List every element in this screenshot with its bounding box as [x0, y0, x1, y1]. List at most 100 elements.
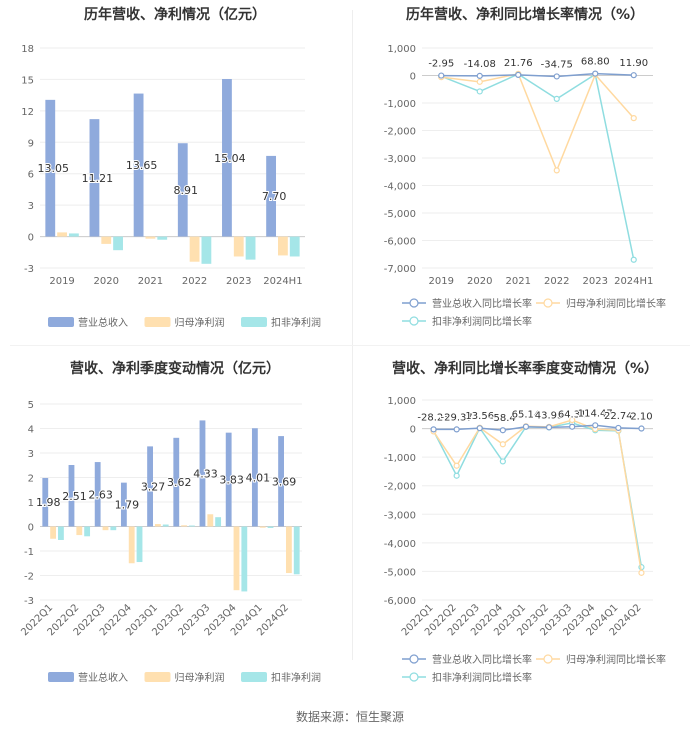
bar [110, 526, 117, 531]
y-tick-label: 1,000 [387, 396, 416, 407]
y-tick-label: -7,000 [384, 264, 416, 275]
quarterly-growth-line-chart: -6,000 -5,000 -4,000 -3,000 -2,000 -1,000 0 1,0… [384, 396, 666, 684]
bar [145, 236, 156, 239]
bar [207, 514, 214, 527]
data-point [499, 441, 506, 448]
bar [251, 428, 258, 527]
bar [233, 236, 244, 257]
data-label: 2.51 [62, 490, 87, 503]
data-label: 8.91 [174, 184, 199, 197]
bar [50, 526, 57, 539]
data-label: 1.79 [115, 499, 140, 512]
chart-title: 营收、净利季度变动情况（亿元） [70, 361, 280, 377]
data-point [476, 78, 483, 85]
data-label: 13.65 [126, 159, 158, 172]
y-tick-label: -6,000 [384, 596, 416, 607]
data-point [615, 424, 622, 432]
y-tick-label: -2,000 [384, 482, 416, 493]
data-point [638, 569, 645, 576]
x-tick-label: 2020 [94, 276, 119, 287]
data-label: 65.14 [512, 410, 541, 421]
annual-revenue-profit-panel: 历年营收、净利情况（亿元） -3 0 3 6 9 12 15 18 2019 2020 2021 20… [0, 0, 350, 345]
chart-title: 营收、净利同比增长率季度变动情况（%） [391, 361, 659, 377]
bar [245, 236, 256, 260]
bar [42, 477, 49, 527]
x-tick-label: 2019 [49, 276, 74, 287]
y-tick-label: 0 [410, 425, 416, 436]
legend-marker [543, 298, 553, 308]
data-point [638, 425, 645, 432]
y-tick-label: -3 [24, 264, 34, 275]
data-point [569, 416, 576, 424]
bar [128, 526, 135, 564]
bar [58, 526, 64, 540]
legend-swatch [241, 672, 267, 682]
bar [136, 526, 143, 563]
x-tick-label: 2023 [583, 276, 608, 287]
bar [289, 236, 300, 257]
quarterly-revenue-profit-panel: 营收、净利季度变动情况（亿元） -3 -2 -1 0 1 2 3 4 5 2022Q1 2022Q2… [0, 352, 350, 702]
y-tick-label: 3 [28, 201, 34, 212]
data-label: 2.10 [630, 412, 652, 423]
y-tick-label: 0 [28, 523, 34, 534]
data-label: 68.80 [581, 57, 610, 68]
y-tick-label: -3,000 [384, 154, 416, 165]
y-tick-label: 4 [28, 425, 34, 436]
legend-swatch [144, 317, 171, 327]
y-tick-label: -2 [24, 572, 34, 583]
legend-marker [409, 316, 419, 326]
bar [84, 526, 91, 537]
bar [147, 446, 153, 527]
bar [259, 526, 266, 528]
bar [76, 526, 83, 536]
x-tick-label: 2020 [467, 276, 492, 287]
data-label: 3.27 [141, 480, 166, 493]
bar [94, 462, 101, 527]
x-tick-label: 2022 [544, 276, 569, 287]
legend-label: 扣非净利润 [271, 316, 321, 329]
bar [199, 420, 206, 527]
data-point [630, 72, 637, 79]
data-label: 3.83 [219, 474, 244, 487]
y-tick-label: -2,000 [384, 127, 416, 138]
data-label: 15.04 [214, 152, 246, 165]
x-tick-label: 2024H1 [614, 276, 653, 287]
quarterly-growth-panel: 营收、净利同比增长率季度变动情况（%） -6,000 -5,000 -4,000 -3… [350, 352, 700, 702]
y-tick-label: -5,000 [384, 567, 416, 578]
y-tick-label: -4,000 [384, 539, 416, 550]
bar [215, 517, 222, 527]
y-tick-label: 2 [28, 474, 34, 485]
data-label: 11.21 [82, 172, 114, 185]
data-point [499, 458, 506, 465]
x-tick-label: 2023 [226, 276, 251, 287]
legend-label: 营业总收入同比增长率 [432, 297, 532, 310]
legend-label: 扣非净利润同比增长率 [432, 315, 532, 328]
legend-label: 归母净利润同比增长率 [566, 653, 666, 666]
annual-growth-panel: 历年营收、净利同比增长率情况（%） -7,000 -6,000 -5,000 -4,0… [350, 0, 700, 345]
legend-swatch [48, 317, 74, 327]
data-label: 43.93 [535, 410, 564, 421]
y-tick-label: 0 [28, 233, 34, 244]
data-label: -14.08 [464, 59, 496, 70]
bar [285, 526, 292, 574]
x-tick-label: 2022 [182, 276, 207, 287]
y-tick-label: -3,000 [384, 510, 416, 521]
y-tick-label: -1,000 [384, 453, 416, 464]
y-tick-label: 1,000 [387, 44, 416, 55]
series-line [432, 419, 643, 573]
bar [89, 119, 100, 237]
data-point [553, 73, 560, 80]
x-tick-label: 2019 [429, 276, 454, 287]
bar [68, 233, 79, 237]
data-label: 13.05 [38, 162, 70, 175]
bar [133, 93, 144, 237]
data-point [453, 426, 460, 433]
data-label: 21.76 [504, 58, 533, 69]
data-label: 7.70 [262, 190, 287, 203]
bar [225, 432, 232, 527]
y-tick-label: -1 [24, 547, 34, 558]
legend-label: 归母净利润同比增长率 [566, 297, 666, 310]
legend-marker [543, 654, 553, 664]
bar [266, 155, 277, 237]
data-label: 2.63 [88, 488, 113, 501]
